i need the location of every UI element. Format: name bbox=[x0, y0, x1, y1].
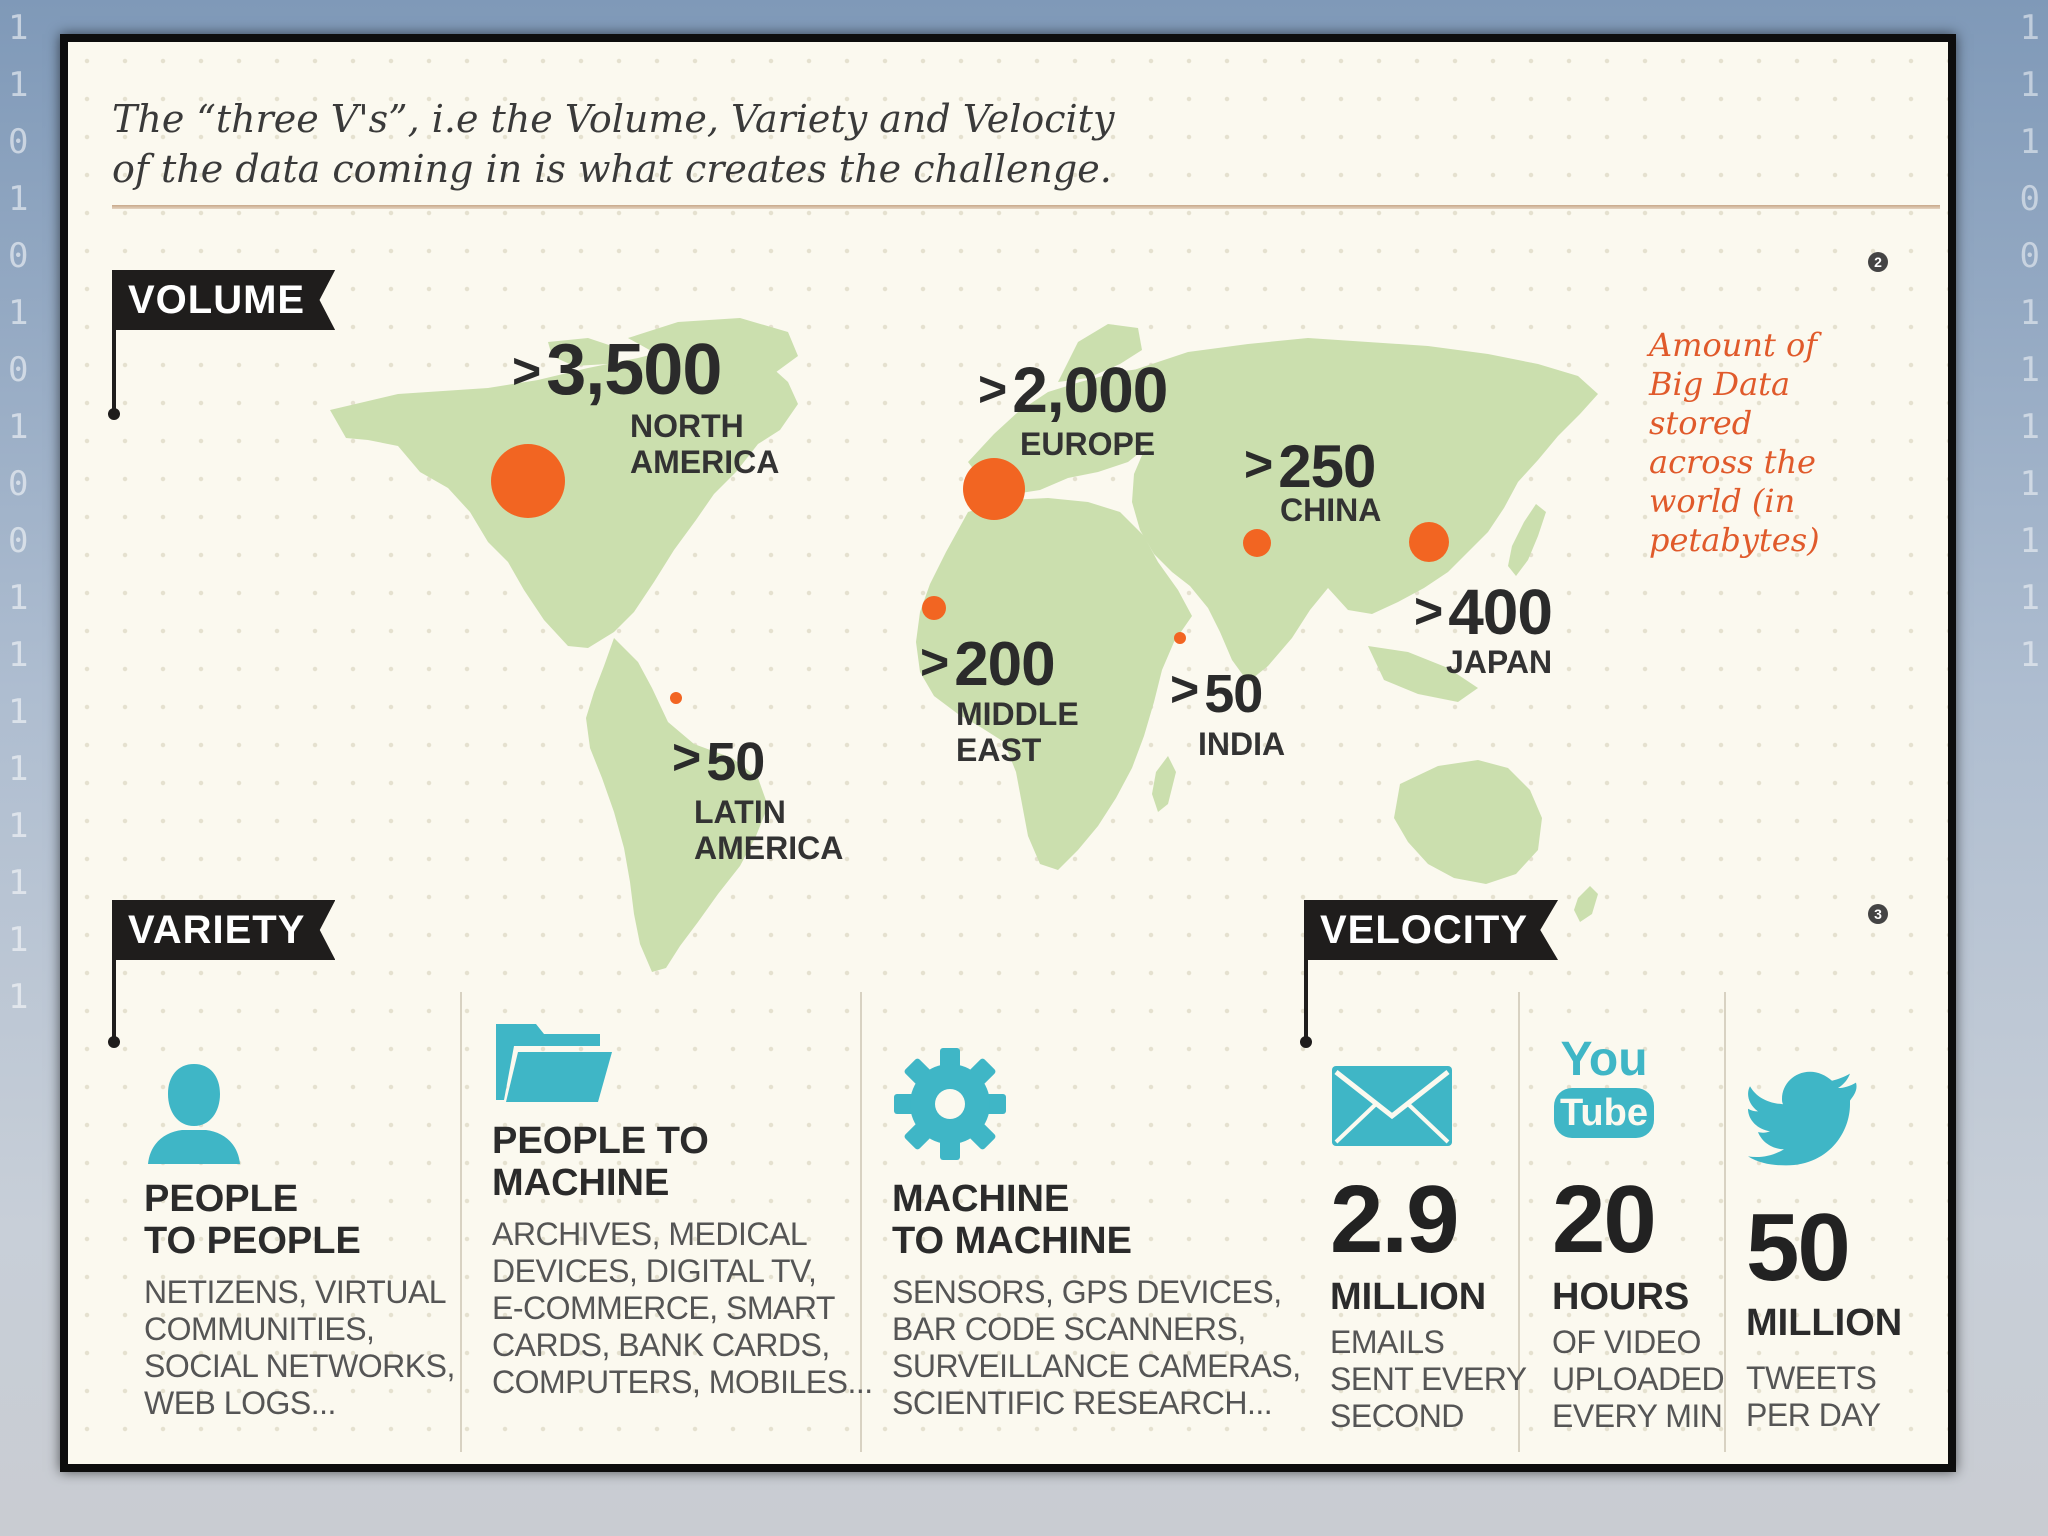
japan-value-text: 400 bbox=[1448, 576, 1553, 648]
velocity-tag: VELOCITY bbox=[1304, 900, 1559, 960]
data-circles bbox=[491, 444, 1449, 704]
variety-tag-label: VARIETY bbox=[128, 908, 306, 952]
europe-value: >2,000 bbox=[978, 354, 1168, 426]
intro-line-2: of the data coming in is what creates th… bbox=[112, 147, 1112, 191]
person-icon bbox=[148, 1064, 240, 1164]
variety-people-to-machine-body: ARCHIVES, MEDICAL DEVICES, DIGITAL TV, E… bbox=[492, 1216, 873, 1400]
new-zealand-shape bbox=[1574, 886, 1598, 922]
japan-shape bbox=[1508, 504, 1546, 576]
japan-label: JAPAN bbox=[1446, 644, 1553, 680]
youtube-icon-top: You bbox=[1560, 1033, 1648, 1086]
velocity-section-badge: 3 bbox=[1868, 904, 1888, 924]
japan-circle bbox=[1409, 522, 1449, 562]
australia-shape bbox=[1394, 760, 1542, 884]
europe-label: EUROPE bbox=[1020, 426, 1156, 462]
latin-america-label: LATIN AMERICA bbox=[694, 794, 844, 866]
background-binary-left: 1 1 0 1 0 1 0 1 0 0 1 1 1 1 1 1 1 1 bbox=[8, 8, 29, 1017]
infographic-card: The “three V's”, i.e the Volume, Variety… bbox=[68, 42, 1948, 1464]
map-landmass bbox=[330, 318, 1598, 972]
latin-america-value-text: 50 bbox=[706, 732, 765, 792]
china-circle bbox=[1243, 529, 1271, 557]
asia-shape bbox=[1128, 338, 1598, 682]
variety-tag-dot bbox=[108, 1036, 120, 1048]
volume-note: Amount of Big Data stored across the wor… bbox=[1649, 326, 1820, 559]
north-america-value-text: 3,500 bbox=[546, 330, 722, 410]
velocity-tag-dot bbox=[1300, 1036, 1312, 1048]
europe-value-text: 2,000 bbox=[1012, 354, 1168, 426]
japan-value: >400 bbox=[1414, 576, 1553, 648]
arctic-islands-shape bbox=[548, 338, 618, 366]
variety-tag-stem bbox=[112, 954, 116, 1042]
india-label: INDIA bbox=[1198, 726, 1286, 762]
variety-people-to-machine-title: PEOPLE TO MACHINE bbox=[492, 1120, 709, 1204]
background-binary-right: 1 1 1 0 0 1 1 1 1 1 1 1 bbox=[2019, 8, 2040, 675]
china-value: >250 bbox=[1244, 433, 1376, 500]
variety-machine-to-machine-body: SENSORS, GPS DEVICES, BAR CODE SCANNERS,… bbox=[892, 1274, 1301, 1421]
intro-text: The “three V's”, i.e the Volume, Variety… bbox=[112, 94, 1114, 194]
envelope-icon bbox=[1332, 1066, 1452, 1146]
india-circle bbox=[1174, 632, 1186, 644]
middle-east-circle bbox=[922, 596, 946, 620]
header-divider bbox=[112, 205, 1940, 209]
volume-tag-label: VOLUME bbox=[128, 278, 306, 322]
infographic-frame: The “three V's”, i.e the Volume, Variety… bbox=[60, 34, 1956, 1472]
middle-east-value: >200 bbox=[920, 630, 1056, 699]
column-divider bbox=[860, 992, 862, 1452]
emails-desc: EMAILS SENT EVERY SECOND bbox=[1330, 1324, 1527, 1434]
middle-east-label: MIDDLE EAST bbox=[956, 696, 1079, 768]
gear-icon bbox=[894, 1048, 1006, 1160]
africa-shape bbox=[916, 498, 1192, 870]
tweets-number: 50 bbox=[1746, 1194, 1851, 1301]
velocity-tag-stem bbox=[1304, 954, 1308, 1042]
south-america-shape bbox=[586, 638, 768, 972]
variety-machine-to-machine-title: MACHINE TO MACHINE bbox=[892, 1178, 1132, 1262]
emails-number: 2.9 bbox=[1330, 1166, 1459, 1273]
madagascar-shape bbox=[1152, 756, 1176, 812]
video-hours-unit: HOURS bbox=[1552, 1276, 1690, 1318]
world-map bbox=[330, 318, 1598, 972]
volume-tag-stem bbox=[112, 322, 116, 414]
variety-tag: VARIETY bbox=[112, 900, 336, 960]
greenland-shape bbox=[628, 318, 798, 386]
india-value: >50 bbox=[1170, 661, 1263, 724]
tweets-unit: MILLION bbox=[1746, 1302, 1903, 1344]
volume-tag-dot bbox=[108, 408, 120, 420]
north-america-label: NORTH AMERICA bbox=[630, 408, 780, 480]
china-label: CHINA bbox=[1280, 492, 1382, 528]
variety-people-to-people-body: NETIZENS, VIRTUAL COMMUNITIES, SOCIAL NE… bbox=[144, 1274, 455, 1421]
variety-people-to-people-title: PEOPLE TO PEOPLE bbox=[144, 1178, 361, 1262]
latin-america-value: >50 bbox=[672, 729, 765, 792]
europe-shape bbox=[968, 366, 1178, 494]
europe-circle bbox=[963, 458, 1025, 520]
column-divider bbox=[460, 992, 462, 1452]
intro-line-1: The “three V's”, i.e the Volume, Variety… bbox=[112, 97, 1115, 141]
volume-section-badge: 2 bbox=[1868, 252, 1888, 272]
emails-unit: MILLION bbox=[1330, 1276, 1487, 1318]
video-hours-number: 20 bbox=[1552, 1166, 1657, 1273]
velocity-tag-label: VELOCITY bbox=[1320, 908, 1529, 952]
twitter-bird-icon bbox=[1748, 1071, 1857, 1166]
youtube-icon-bottom: Tube bbox=[1554, 1088, 1654, 1138]
north-america-circle bbox=[491, 444, 565, 518]
youtube-icon: You Tube bbox=[1554, 1036, 1654, 1140]
tweets-desc: TWEETS PER DAY bbox=[1746, 1360, 1881, 1433]
video-hours-desc: OF VIDEO UPLOADED EVERY MIN bbox=[1552, 1324, 1725, 1434]
china-value-text: 250 bbox=[1278, 433, 1376, 500]
column-divider bbox=[1518, 992, 1520, 1452]
india-value-text: 50 bbox=[1204, 664, 1263, 724]
middle-east-value-text: 200 bbox=[954, 630, 1055, 699]
latin-america-circle bbox=[670, 692, 682, 704]
folder-icon bbox=[496, 1024, 612, 1102]
southeast-asia-islands-shape bbox=[1368, 646, 1478, 702]
column-divider bbox=[1724, 992, 1726, 1452]
scandinavia-shape bbox=[1058, 324, 1142, 382]
volume-tag: VOLUME bbox=[112, 270, 336, 330]
north-america-value: >3,500 bbox=[512, 330, 722, 410]
north-america-shape bbox=[330, 344, 798, 648]
